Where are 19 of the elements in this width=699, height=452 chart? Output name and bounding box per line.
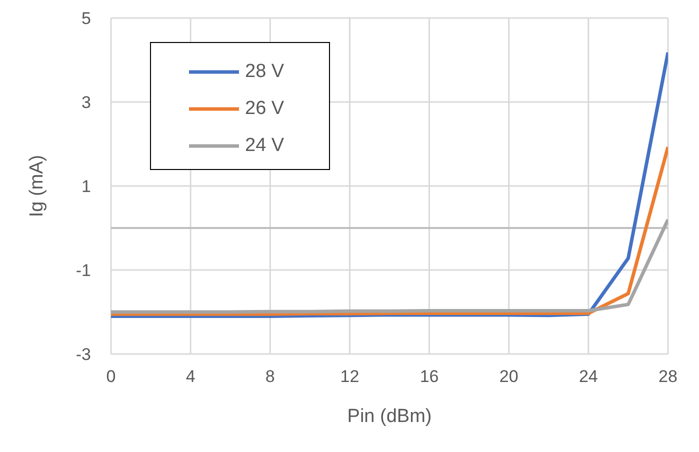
x-tick-label: 4 <box>186 367 196 386</box>
legend-label: 26 V <box>245 98 284 120</box>
x-tick-label: 8 <box>265 367 275 386</box>
x-tick-label: 20 <box>499 367 518 386</box>
x-axis-title: Pin (dBm) <box>347 406 432 427</box>
x-tick-label: 24 <box>578 367 598 386</box>
x-tick-label: 0 <box>106 367 116 386</box>
y-tick-label: -3 <box>76 345 91 364</box>
y-axis-title: Ig (mA) <box>26 154 48 218</box>
legend-label: 28 V <box>245 60 284 82</box>
y-tick-label: 1 <box>82 177 91 196</box>
line-series <box>111 218 668 314</box>
y-tick-label: 5 <box>82 9 91 28</box>
x-tick-label: 28 <box>658 367 678 386</box>
y-tick-label: 3 <box>82 93 91 112</box>
x-tick-label: 16 <box>420 367 439 386</box>
y-tick-label: -1 <box>76 261 91 280</box>
legend-label: 24 V <box>245 134 284 156</box>
x-tick-label: 12 <box>340 367 360 386</box>
